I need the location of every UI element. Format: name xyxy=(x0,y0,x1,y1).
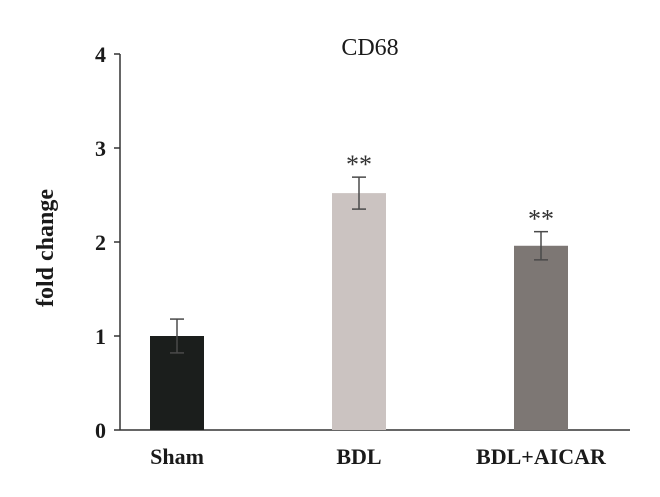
chart-title: CD68 xyxy=(341,35,398,61)
tick-labels: 0 1 2 3 4 Sham ** BDL ** BDL+AICAR xyxy=(95,42,607,469)
y-tick-label: 0 xyxy=(95,418,106,443)
y-axis-label: fold change xyxy=(33,189,59,307)
y-tick-label: 3 xyxy=(95,136,106,161)
x-category-label: BDL xyxy=(336,444,381,469)
x-category-label: Sham xyxy=(150,444,204,469)
significance-marker: ** xyxy=(346,150,372,179)
x-category-label: BDL+AICAR xyxy=(476,444,607,469)
y-tick-label: 2 xyxy=(95,230,106,255)
bar xyxy=(332,193,386,430)
bar xyxy=(514,245,568,430)
bars xyxy=(150,193,568,430)
y-tick-label: 1 xyxy=(95,324,106,349)
y-tick-label: 4 xyxy=(95,42,106,67)
significance-marker: ** xyxy=(528,205,554,234)
error-bars xyxy=(170,176,548,354)
